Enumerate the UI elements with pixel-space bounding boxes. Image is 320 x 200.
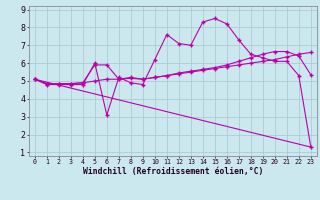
X-axis label: Windchill (Refroidissement éolien,°C): Windchill (Refroidissement éolien,°C) [83, 167, 263, 176]
